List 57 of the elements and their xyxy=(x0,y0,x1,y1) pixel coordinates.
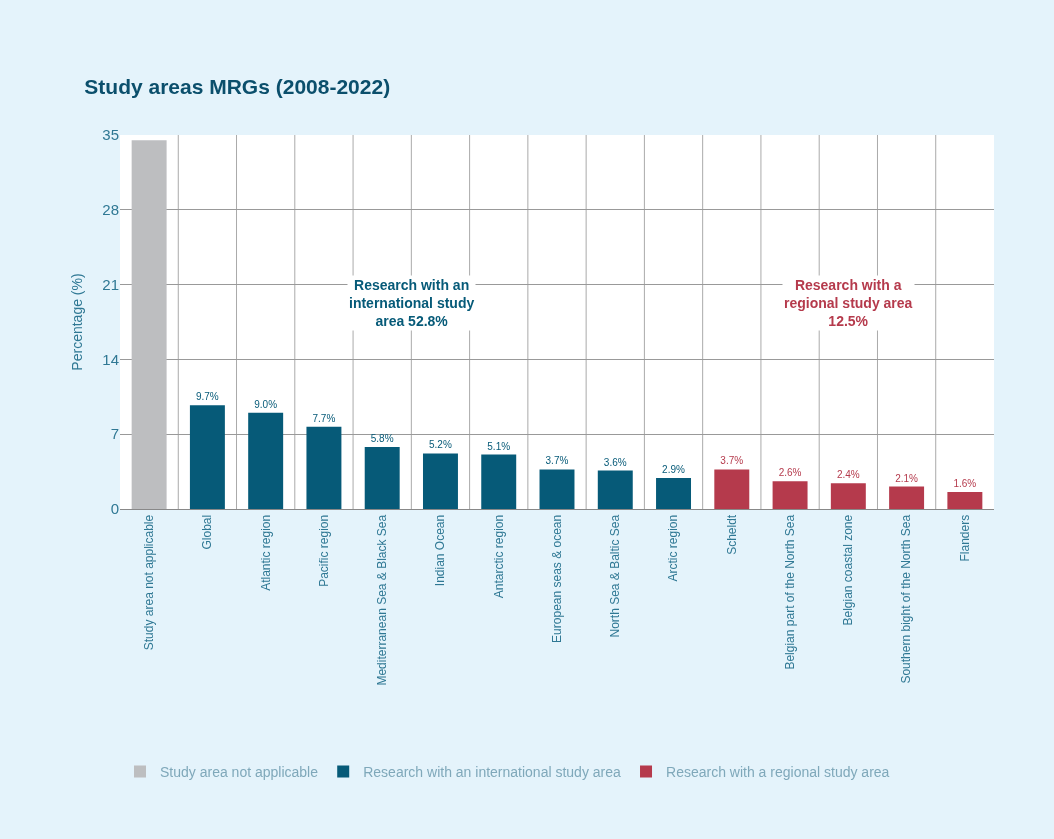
y-tick-label: 14 xyxy=(102,350,119,368)
y-tick-label: 28 xyxy=(102,201,119,219)
data-label: 2.9% xyxy=(662,464,685,476)
bar xyxy=(131,140,167,509)
data-label: 9.7% xyxy=(195,391,219,403)
bar xyxy=(539,469,575,509)
bar xyxy=(597,470,633,509)
legend-label: Study area not applicable xyxy=(160,763,319,780)
x-tick-label: Arctic region xyxy=(666,514,681,582)
x-tick-label: Belgian coastal zone xyxy=(841,514,856,626)
bar xyxy=(947,491,983,509)
chart-title: Study areas MRGs (2008-2022) xyxy=(84,75,391,99)
bar xyxy=(656,478,692,509)
y-tick-label: 7 xyxy=(110,425,119,443)
x-tick-label: Indian Ocean xyxy=(433,514,448,587)
x-tick-label: Flanders xyxy=(957,514,972,562)
bar xyxy=(830,483,866,509)
data-label: 2.4% xyxy=(836,469,860,481)
x-tick-label: Pacific region xyxy=(316,514,331,587)
x-tick-label: Mediterranean Sea & Black Sea xyxy=(375,514,390,686)
bar xyxy=(714,469,750,509)
bar xyxy=(481,454,517,509)
bar xyxy=(306,426,342,509)
x-tick-label: Southern bight of the North Sea xyxy=(899,514,914,684)
y-tick-label: 21 xyxy=(102,275,119,293)
data-label: 5.2% xyxy=(429,439,452,451)
legend-label: Research with an international study area xyxy=(363,763,622,780)
y-axis-title: Percentage (%) xyxy=(69,273,85,371)
bar xyxy=(364,447,400,509)
annotation: Research with a regional study area 12.5% xyxy=(784,277,913,330)
bar xyxy=(189,405,225,509)
x-tick-label: North Sea & Baltic Sea xyxy=(608,514,623,638)
x-tick-label: Antarctic region xyxy=(491,514,506,599)
x-tick-label: Study area not applicable xyxy=(142,514,157,651)
data-label: 2.1% xyxy=(895,472,919,484)
data-label: 1.6% xyxy=(953,477,977,489)
data-label: 9.0% xyxy=(254,398,278,410)
legend-label: Research with a regional study area xyxy=(666,763,890,780)
bar xyxy=(772,481,808,509)
bar xyxy=(889,486,925,509)
x-tick-label: Global xyxy=(200,514,215,550)
y-tick-label: 35 xyxy=(102,126,119,144)
x-tick-label: European seas & ocean xyxy=(549,514,564,643)
x-tick-label: Atlantic region xyxy=(258,514,273,591)
data-label: 2.6% xyxy=(778,467,802,479)
bar xyxy=(248,412,284,509)
data-label: 3.7% xyxy=(545,455,569,467)
data-label: 3.7% xyxy=(720,455,744,467)
data-label: 7.7% xyxy=(312,412,336,424)
x-tick-label: Belgian part of the North Sea xyxy=(782,514,797,670)
annotation: Research with an international study area 52.8% xyxy=(349,277,475,330)
y-tick-label: 0 xyxy=(110,500,119,518)
x-tick-label: Scheldt xyxy=(724,514,739,555)
data-label: 5.8% xyxy=(370,433,394,445)
bar xyxy=(422,453,458,509)
data-label: 3.6% xyxy=(603,456,627,468)
data-label: 5.1% xyxy=(487,440,511,452)
